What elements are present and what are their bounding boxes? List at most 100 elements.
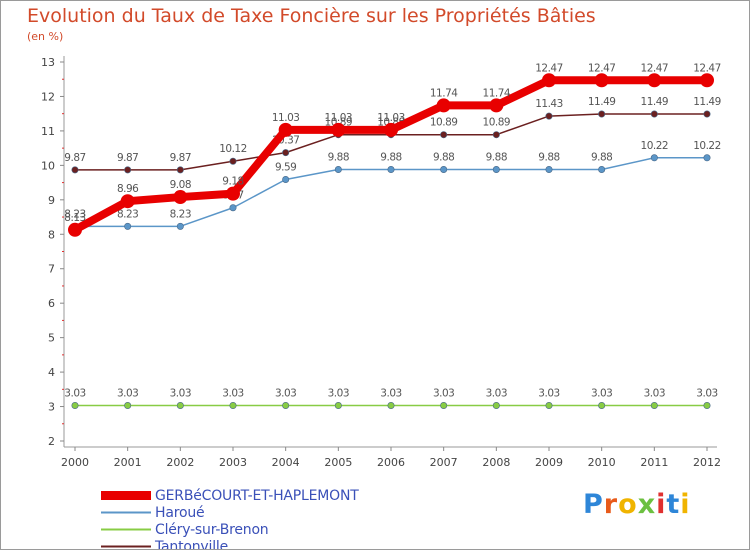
data-point bbox=[176, 402, 184, 410]
x-tick-label: 2012 bbox=[693, 456, 721, 469]
data-label: 9.88 bbox=[433, 151, 454, 163]
data-point bbox=[703, 154, 711, 162]
data-label: 11.49 bbox=[693, 96, 721, 108]
x-tick-label: 2007 bbox=[430, 456, 458, 469]
legend-label: GERBéCOURT-ET-HAPLEMONT bbox=[155, 487, 359, 504]
legend-swatch bbox=[101, 545, 151, 548]
y-tick-label: 2 bbox=[48, 435, 55, 448]
data-label: 9.88 bbox=[486, 151, 507, 163]
data-label: 9.18 bbox=[222, 176, 243, 188]
data-label: 3.03 bbox=[380, 388, 401, 400]
logo-letter: i bbox=[680, 489, 691, 520]
data-label: 3.03 bbox=[538, 388, 559, 400]
legend-swatch bbox=[101, 511, 151, 514]
data-point bbox=[703, 402, 711, 410]
data-label: 8.23 bbox=[117, 208, 138, 220]
data-label: 10.89 bbox=[483, 117, 511, 129]
data-label: 3.03 bbox=[486, 388, 507, 400]
data-label: 10.89 bbox=[325, 117, 353, 129]
data-label: 3.03 bbox=[328, 388, 349, 400]
data-point bbox=[703, 110, 711, 118]
legend: GERBéCOURT-ET-HAPLEMONT Haroué Cléry-sur… bbox=[101, 487, 359, 550]
data-point bbox=[226, 186, 240, 201]
data-label: 3.03 bbox=[275, 388, 296, 400]
data-point bbox=[229, 402, 237, 410]
data-point bbox=[650, 402, 658, 410]
y-tick-label: 6 bbox=[48, 297, 55, 310]
data-label: 3.03 bbox=[696, 388, 717, 400]
y-tick-label: 8 bbox=[48, 228, 55, 241]
data-point bbox=[650, 110, 658, 118]
data-point bbox=[545, 402, 553, 410]
data-point bbox=[282, 149, 290, 157]
data-point bbox=[229, 204, 237, 212]
data-point bbox=[387, 402, 395, 410]
legend-item: GERBéCOURT-ET-HAPLEMONT bbox=[101, 487, 359, 504]
data-point bbox=[71, 166, 79, 174]
data-point bbox=[278, 122, 293, 137]
legend-item: Cléry-sur-Brenon bbox=[101, 521, 359, 538]
data-point bbox=[120, 194, 135, 209]
logo-letter: t bbox=[666, 489, 681, 520]
data-label: 3.03 bbox=[433, 388, 454, 400]
x-tick-label: 2008 bbox=[482, 456, 510, 469]
data-point bbox=[387, 165, 395, 173]
data-point bbox=[124, 402, 132, 410]
legend-label: Haroué bbox=[155, 504, 205, 521]
data-label: 3.03 bbox=[644, 388, 665, 400]
data-label: 10.22 bbox=[641, 140, 669, 152]
data-label: 11.74 bbox=[430, 87, 458, 99]
data-label: 11.74 bbox=[483, 87, 511, 99]
data-label: 9.88 bbox=[328, 151, 349, 163]
x-tick-label: 2003 bbox=[219, 456, 247, 469]
data-point bbox=[282, 175, 290, 183]
data-point bbox=[334, 402, 342, 410]
data-point bbox=[229, 157, 237, 165]
data-point bbox=[545, 112, 553, 120]
chart-subtitle: (en %) bbox=[27, 30, 64, 43]
data-label: 9.87 bbox=[117, 152, 138, 164]
x-tick-label: 2006 bbox=[377, 456, 405, 469]
data-label: 11.49 bbox=[641, 96, 669, 108]
data-point bbox=[598, 110, 606, 118]
data-point bbox=[598, 165, 606, 173]
data-label: 8.13 bbox=[64, 212, 85, 224]
y-tick-label: 10 bbox=[41, 159, 55, 172]
data-point bbox=[334, 165, 342, 173]
logo-letter: P bbox=[583, 489, 604, 520]
data-point bbox=[282, 402, 290, 410]
data-point bbox=[440, 131, 448, 139]
proxiti-logo: Proxiti bbox=[583, 489, 691, 520]
data-point bbox=[598, 402, 606, 410]
data-label: 8.23 bbox=[64, 208, 85, 220]
data-label: 3.03 bbox=[64, 388, 85, 400]
data-point bbox=[331, 122, 346, 137]
data-label: 12.47 bbox=[535, 62, 563, 74]
data-point bbox=[436, 98, 451, 113]
logo-letter: i bbox=[656, 489, 667, 520]
data-point bbox=[489, 98, 504, 113]
data-point bbox=[440, 165, 448, 173]
data-label: 10.89 bbox=[430, 117, 458, 129]
data-point bbox=[124, 222, 132, 230]
data-label: 11.03 bbox=[272, 112, 300, 124]
x-tick-label: 2010 bbox=[588, 456, 616, 469]
x-tick-label: 2002 bbox=[166, 456, 194, 469]
data-point bbox=[594, 73, 609, 88]
data-point bbox=[71, 402, 79, 410]
data-label: 11.43 bbox=[535, 98, 563, 110]
data-label: 11.03 bbox=[325, 112, 353, 124]
y-tick-label: 13 bbox=[41, 56, 55, 69]
data-point bbox=[545, 165, 553, 173]
data-label: 9.88 bbox=[591, 151, 612, 163]
data-point bbox=[124, 166, 132, 174]
x-tick-label: 2005 bbox=[324, 456, 352, 469]
logo-letter: x bbox=[637, 489, 657, 520]
y-tick-label: 12 bbox=[41, 90, 55, 103]
data-point bbox=[176, 222, 184, 230]
data-label: 9.88 bbox=[380, 151, 401, 163]
x-tick-label: 2011 bbox=[640, 456, 668, 469]
legend-swatch bbox=[101, 528, 151, 531]
legend-label: Tantonville bbox=[155, 538, 228, 550]
